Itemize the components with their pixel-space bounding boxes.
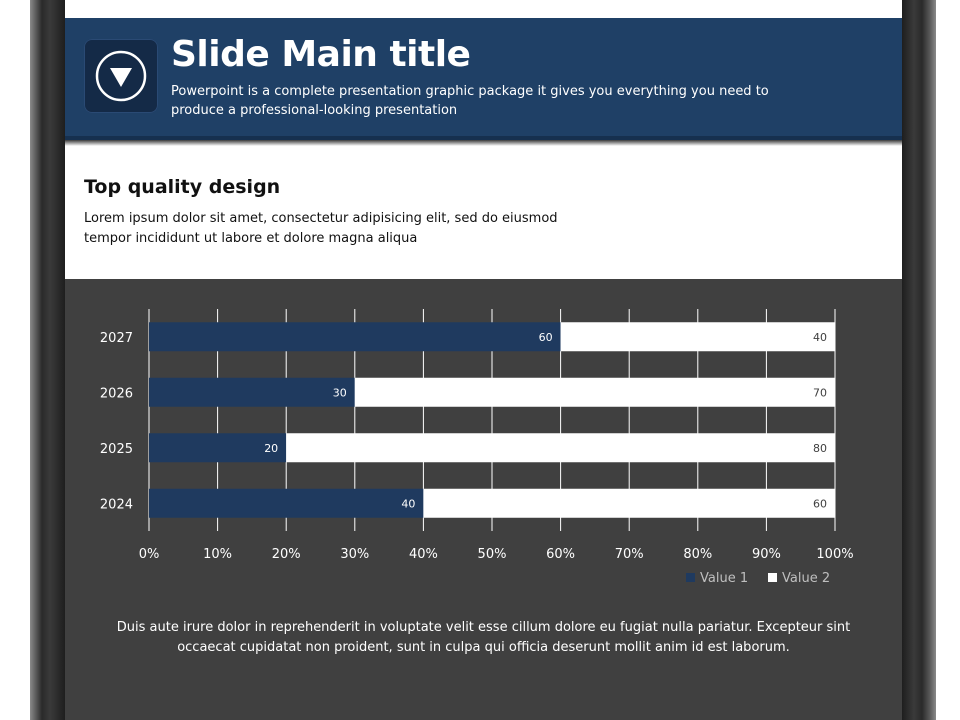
data-label: 80 — [813, 442, 827, 455]
section-text: Lorem ipsum dolor sit amet, consectetur … — [84, 211, 558, 246]
x-tick-label: 90% — [752, 547, 781, 562]
x-tick-label: 50% — [478, 547, 507, 562]
device-frame-left — [30, 0, 65, 720]
y-category-label: 2024 — [100, 497, 133, 512]
data-label: 60 — [539, 331, 553, 344]
y-category-label: 2027 — [100, 331, 133, 346]
bar-value1 — [149, 488, 424, 518]
x-tick-label: 70% — [615, 547, 644, 562]
data-label: 60 — [813, 497, 827, 510]
data-label: 70 — [813, 386, 827, 399]
down-arrow-circle-icon — [84, 39, 158, 113]
y-category-label: 2025 — [100, 442, 133, 457]
data-label: 30 — [333, 386, 347, 399]
bar-value2 — [354, 377, 835, 407]
data-label: 40 — [401, 497, 415, 510]
device-frame-right — [902, 0, 936, 720]
data-label: 40 — [813, 331, 827, 344]
section-title: Top quality design — [84, 176, 281, 198]
content-panel: Top quality design Lorem ipsum dolor sit… — [65, 146, 902, 279]
top-strip — [65, 0, 902, 18]
legend-swatch — [768, 573, 777, 582]
legend-label: Value 2 — [782, 571, 830, 586]
legend-swatch — [686, 573, 695, 582]
x-tick-label: 80% — [683, 547, 712, 562]
header-shadow — [65, 140, 902, 146]
x-tick-label: 20% — [272, 547, 301, 562]
slide-screen: Slide Main title Powerpoint is a complet… — [65, 0, 902, 720]
bar-value1 — [149, 322, 561, 352]
footer-text: Duis aute irure dolor in reprehenderit i… — [116, 620, 851, 655]
stacked-bar-chart: 0% 10% 20% 30% 40% 50% 60% 70% 80% 90% 100% 2027 60 4… — [100, 309, 854, 586]
slide-subtitle: Powerpoint is a complete presentation gr… — [171, 84, 769, 118]
data-label: 20 — [264, 442, 278, 455]
y-category-label: 2026 — [100, 386, 133, 401]
x-tick-label: 0% — [139, 547, 160, 562]
x-tick-label: 30% — [340, 547, 369, 562]
x-tick-label: 100% — [816, 547, 853, 562]
bar-value1 — [149, 377, 355, 407]
bar-value2 — [423, 488, 835, 518]
x-tick-label: 40% — [409, 547, 438, 562]
slide-title: Slide Main title — [171, 34, 471, 75]
x-tick-label: 60% — [546, 547, 575, 562]
x-tick-label: 10% — [203, 547, 232, 562]
bar-value1 — [149, 433, 287, 463]
bar-value2 — [286, 433, 835, 463]
slide-header: Slide Main title Powerpoint is a complet… — [65, 18, 902, 140]
legend-label: Value 1 — [700, 571, 748, 586]
bar-value2 — [560, 322, 835, 352]
